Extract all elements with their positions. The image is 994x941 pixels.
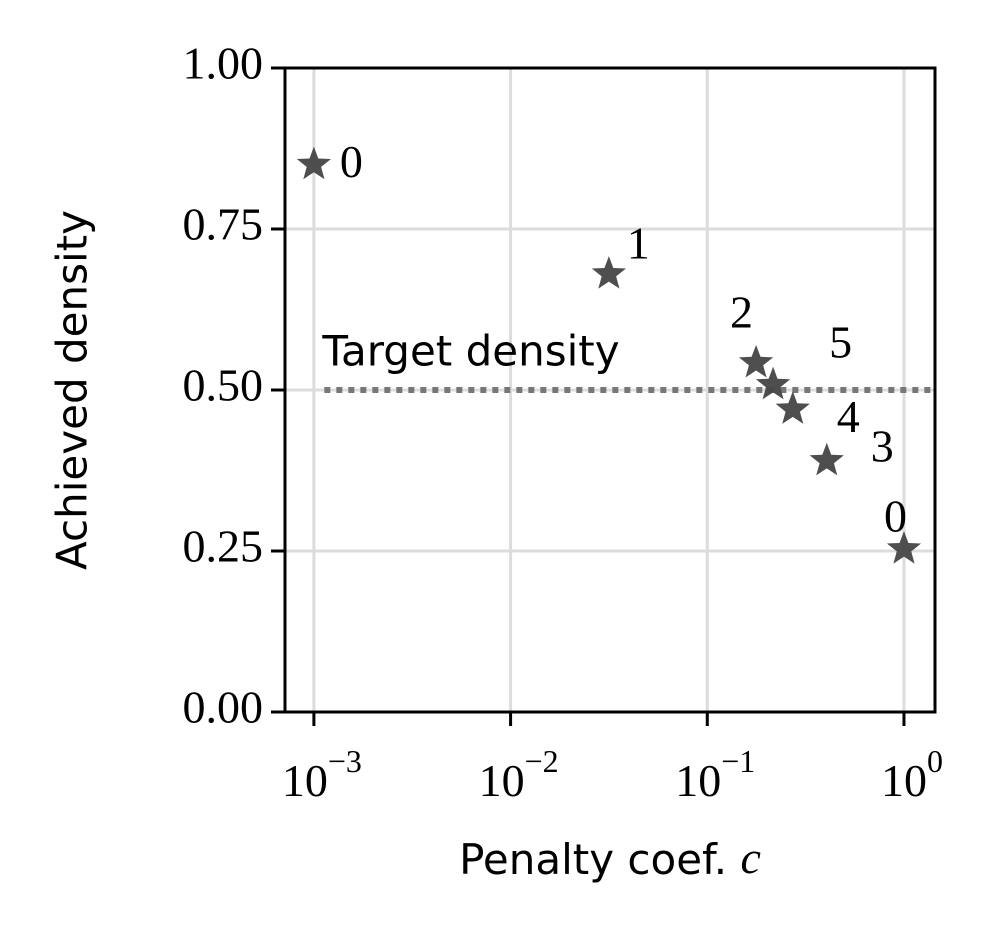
y-axis-label: Achieved density [48,210,97,570]
x-tick-exponent: −3 [328,743,362,779]
point [738,345,774,378]
x-tick-label: 100 [881,743,943,805]
point [809,442,844,476]
target-label: Target density [321,327,619,376]
point-label: 4 [837,391,860,442]
point-label: 5 [829,316,852,367]
point [755,366,791,400]
x-tick-exponent: 0 [927,743,943,779]
point-label: 3 [871,420,894,471]
x-tick-label: 10−2 [479,743,559,805]
x-axis-label: Penalty coef. c [459,832,761,884]
y-tick-label: 0.25 [183,521,264,572]
x-tick-base: 10 [479,755,525,806]
y-tick-label: 0.75 [183,199,264,250]
y-tick-label: 1.00 [183,38,264,89]
x-tick-base: 10 [881,755,927,806]
plot-frame [283,66,937,714]
x-tick-label: 10−3 [282,743,362,805]
x-tick-base: 10 [282,755,328,806]
x-tick-label: 10−1 [675,743,755,805]
point-label: 0 [340,136,363,187]
point-label: 1 [627,218,650,269]
x-tick-base: 10 [675,755,721,806]
point [775,391,810,424]
x-tick-exponent: −2 [525,743,559,779]
x-axis-label-symbol: c [741,832,761,883]
x-tick-exponent: −1 [721,743,755,779]
y-tick-label: 0.00 [183,682,264,733]
point [296,146,331,180]
x-axis-label-text: Penalty coef. [459,835,727,884]
point [886,531,922,564]
y-tick-label: 0.50 [183,360,264,411]
point [591,256,626,289]
point-label: 2 [730,287,753,338]
point-label: 0 [884,491,907,542]
